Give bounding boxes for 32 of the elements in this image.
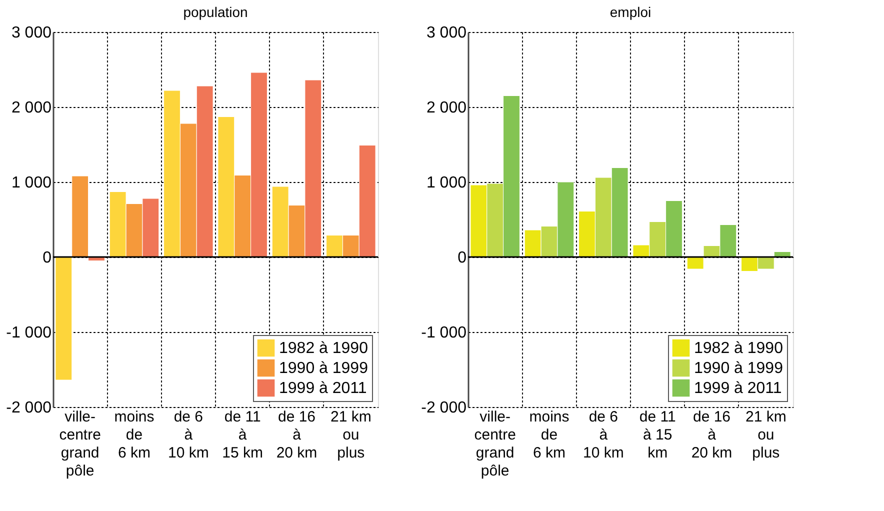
y-tick-label: 2 000 — [426, 100, 467, 116]
x-tick-label: 21 km ou plus — [330, 408, 372, 462]
y-tick-label: -2 000 — [6, 400, 52, 416]
x-tick-label: de 6 à 10 km — [582, 408, 624, 462]
x-tick-label: de 6 à 10 km — [168, 408, 209, 462]
x-tick-label: de 16 à 20 km — [691, 408, 732, 462]
y-tick-label: 1 000 — [426, 174, 467, 192]
legend-label: 1982 à 1990 — [694, 340, 784, 357]
y-tick-label: 3 000 — [11, 24, 52, 42]
x-tick-label: de 11 à 15 km — [639, 408, 676, 462]
legend-label: 1999 à 2011 — [694, 380, 782, 397]
x-tick-label: moins de 6 km — [529, 408, 570, 462]
x-tick-label: 21 km ou plus — [745, 408, 786, 462]
y-tick-label: 2 000 — [11, 100, 52, 116]
legend-label: 1982 à 1990 — [279, 340, 368, 357]
y-tick-label: 3 000 — [426, 24, 467, 42]
y-tick-label: -1 000 — [421, 324, 467, 342]
legend-label: 1999 à 2011 — [279, 380, 367, 397]
y-tick-label: 0 — [458, 250, 467, 266]
chart-title: population — [183, 4, 248, 20]
chart-title: emploi — [610, 4, 652, 20]
y-tick-label: 1 000 — [11, 174, 52, 192]
legend-label: 1990 à 1999 — [694, 360, 784, 377]
x-tick-label: ville- centre grand pôle — [474, 408, 516, 480]
legend-label: 1990 à 1999 — [279, 360, 368, 377]
x-tick-label: de 11 à 15 km — [222, 408, 264, 462]
x-tick-label: de 16 à 20 km — [276, 408, 318, 462]
y-tick-label: -2 000 — [421, 400, 467, 416]
y-tick-label: -1 000 — [6, 324, 52, 342]
y-tick-label: 0 — [42, 250, 52, 266]
x-tick-label: moins de 6 km — [114, 408, 154, 462]
x-tick-label: ville- centre grand pôle — [59, 408, 101, 480]
